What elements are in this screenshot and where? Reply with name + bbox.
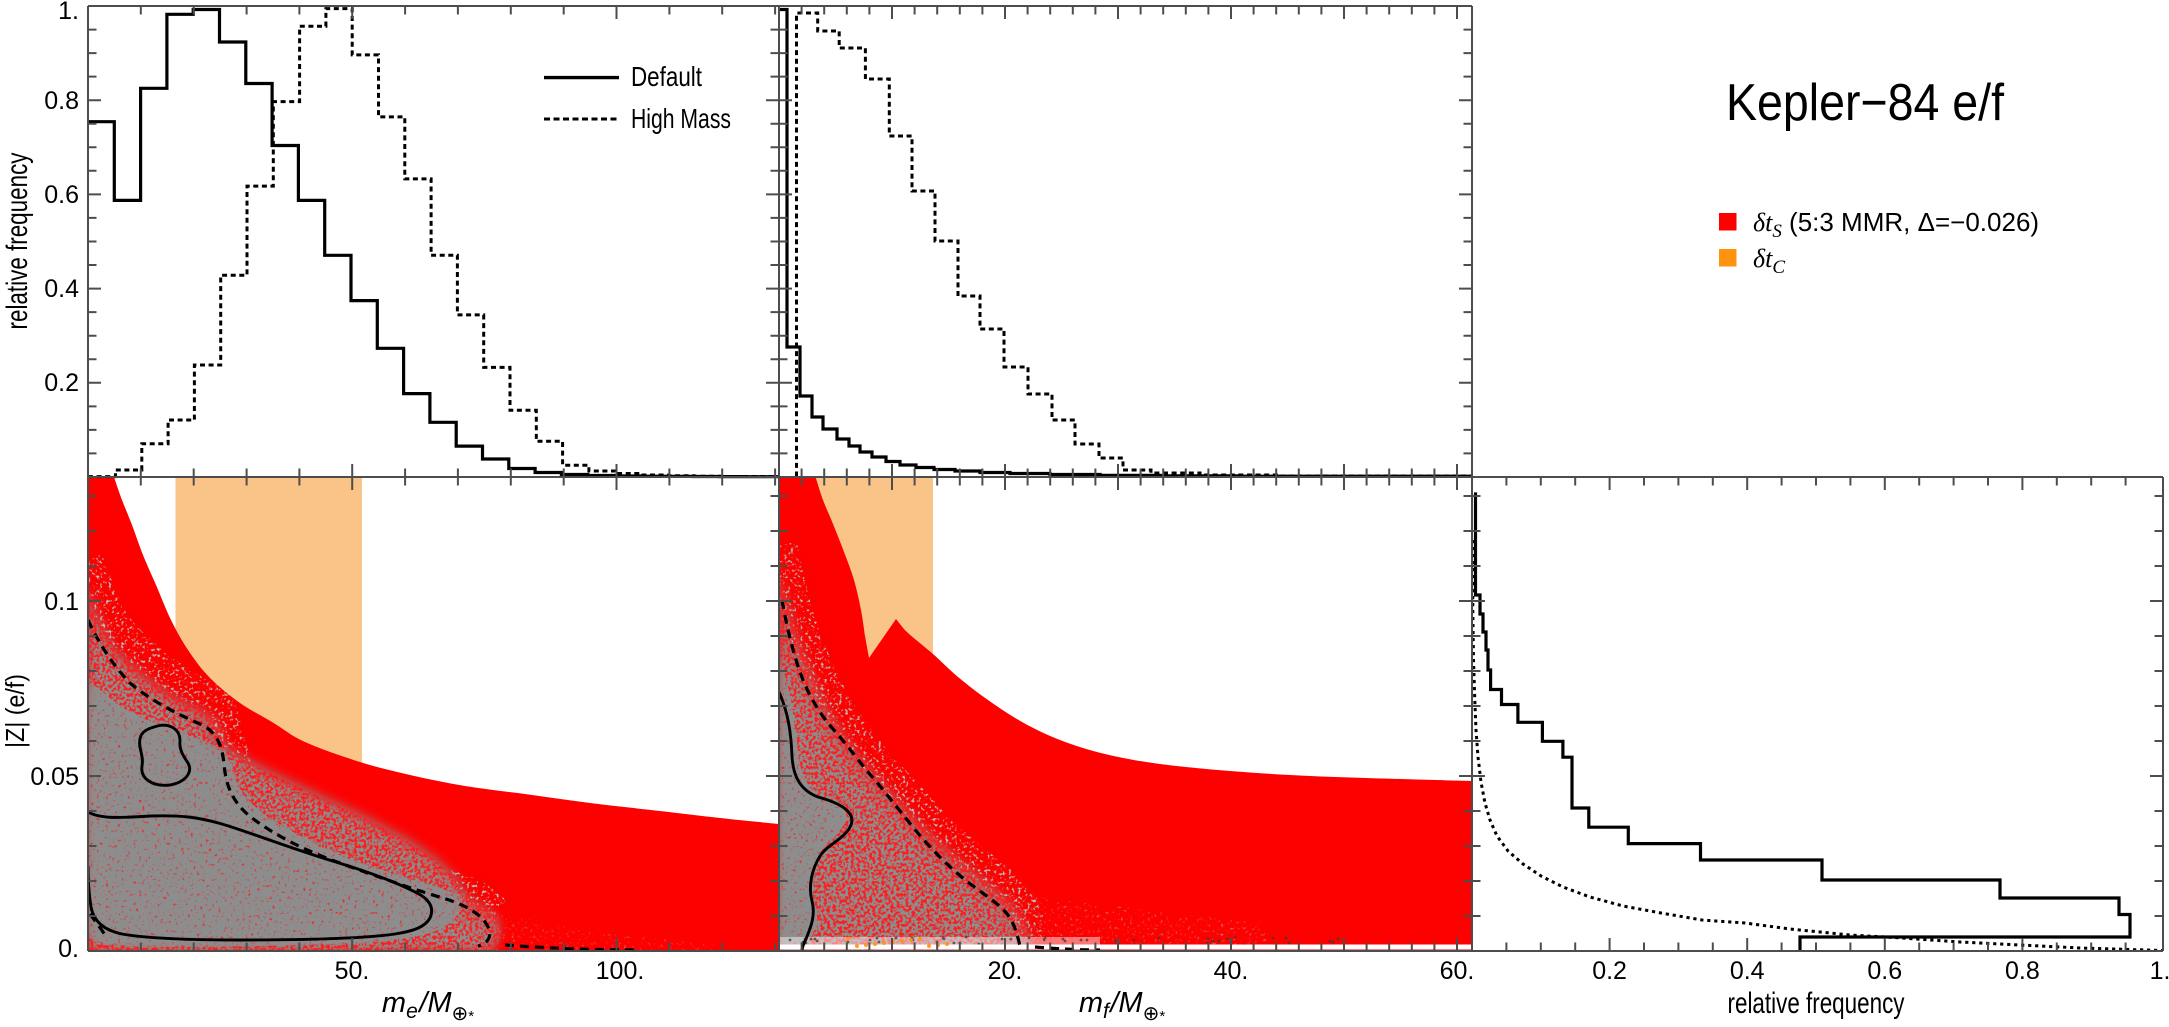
svg-text:δtS (5:3 MMR, Δ=−0.026): δtS (5:3 MMR, Δ=−0.026) — [1753, 207, 2039, 242]
svg-text:1.: 1. — [58, 0, 79, 25]
svg-text:Kepler−84 e/f: Kepler−84 e/f — [1726, 74, 2004, 132]
svg-text:100.: 100. — [596, 957, 645, 985]
svg-text:50.: 50. — [335, 957, 370, 985]
svg-text:0.2: 0.2 — [44, 369, 79, 397]
svg-text:0.1: 0.1 — [44, 588, 79, 616]
svg-text:relative frequency: relative frequency — [1, 153, 34, 330]
svg-text:High Mass: High Mass — [631, 103, 731, 134]
svg-text:40.: 40. — [1214, 957, 1249, 985]
svg-text:0.8: 0.8 — [2005, 957, 2040, 985]
svg-text:0.8: 0.8 — [44, 87, 79, 115]
svg-text:0.6: 0.6 — [1867, 957, 1902, 985]
svg-text:20.: 20. — [988, 957, 1023, 985]
svg-text:0.4: 0.4 — [44, 275, 79, 303]
svg-text:1.: 1. — [2150, 957, 2169, 985]
svg-text:relative frequency: relative frequency — [1728, 987, 1905, 1020]
svg-text:Default: Default — [631, 61, 702, 92]
svg-text:60.: 60. — [1440, 957, 1475, 985]
svg-text:0.4: 0.4 — [1730, 957, 1765, 985]
svg-text:0.2: 0.2 — [1592, 957, 1627, 985]
svg-text:0.6: 0.6 — [44, 181, 79, 209]
svg-text:|Z| (e/f): |Z| (e/f) — [0, 674, 30, 748]
svg-text:δtC: δtC — [1753, 244, 1785, 278]
svg-text:0.05: 0.05 — [30, 763, 79, 791]
svg-text:0.: 0. — [58, 935, 79, 963]
